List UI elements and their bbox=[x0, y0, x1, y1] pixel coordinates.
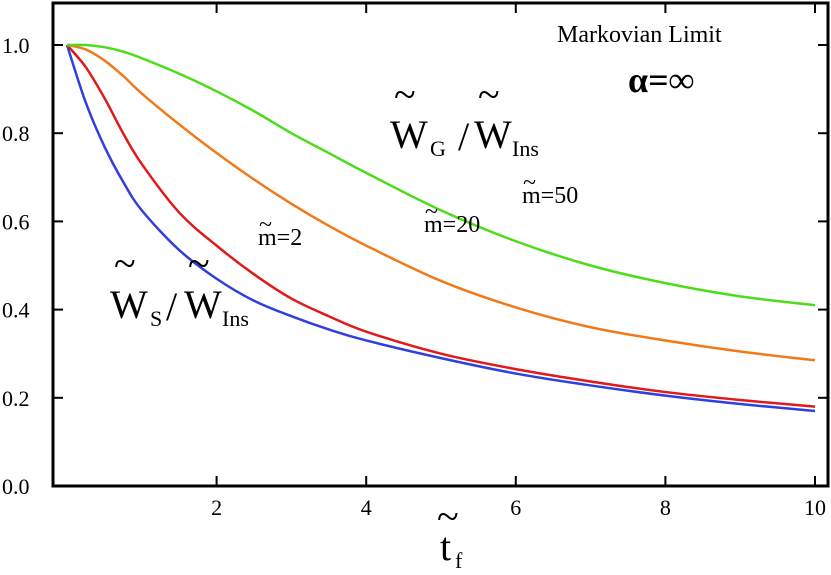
ratio-g-slash: / bbox=[458, 114, 470, 159]
series-line bbox=[66, 43, 816, 307]
y-tick-label: 0.4 bbox=[2, 298, 30, 323]
series-line bbox=[65, 44, 816, 413]
alpha-label: α=∞ bbox=[628, 60, 694, 100]
curve-label-m2: m=2 bbox=[258, 225, 302, 251]
ratio-g-den-sub: Ins bbox=[512, 136, 539, 161]
y-tick-label: 1.0 bbox=[2, 33, 30, 58]
chart-title: Markovian Limit bbox=[557, 22, 722, 48]
y-axis: 0.0 0.2 0.4 0.6 0.8 1.0 bbox=[2, 33, 828, 499]
ratio-g-tilde-1: ~ bbox=[394, 72, 416, 117]
x-axis-label: ~ t f bbox=[437, 494, 463, 573]
x-tick-label: 4 bbox=[361, 495, 372, 520]
x-tick-label: 6 bbox=[510, 495, 521, 520]
x-tick-label: 8 bbox=[660, 495, 671, 520]
curve-label-m20: m=20 bbox=[424, 212, 480, 238]
y-tick-label: 0.2 bbox=[2, 386, 30, 411]
ratio-g-tilde-2: ~ bbox=[478, 72, 500, 117]
ratio-g-num-sub: G bbox=[430, 136, 446, 161]
ratio-g-den: W bbox=[474, 112, 512, 157]
x-axis-label-tilde: ~ bbox=[437, 494, 459, 539]
ratio-label-s: ~ W S / ~ W Ins bbox=[110, 241, 249, 331]
curve-label-m2-tilde: ~ bbox=[259, 212, 272, 238]
series-line bbox=[66, 44, 816, 408]
ratio-s-tilde-2: ~ bbox=[188, 241, 210, 286]
ratio-g-num: W bbox=[390, 112, 428, 157]
series-group bbox=[65, 43, 816, 413]
ratio-label-g: ~ W G / ~ W Ins bbox=[390, 72, 539, 161]
x-axis-label-base: t bbox=[440, 524, 451, 569]
curve-label-m20-tilde: ~ bbox=[425, 199, 438, 225]
ratio-s-den: W bbox=[184, 282, 222, 327]
ratio-s-slash: / bbox=[166, 284, 178, 329]
plot-frame bbox=[51, 1, 830, 488]
ratio-s-tilde-1: ~ bbox=[114, 241, 136, 286]
x-tick-label: 10 bbox=[804, 495, 826, 520]
y-tick-label: 0.8 bbox=[2, 121, 30, 146]
y-tick-label: 0.6 bbox=[2, 209, 30, 234]
x-tick-label: 2 bbox=[211, 495, 222, 520]
curve-label-m50-tilde: ~ bbox=[523, 170, 536, 196]
curve-label-m50: m=50 bbox=[522, 183, 578, 209]
x-axis: 2 4 6 8 10 bbox=[211, 3, 826, 520]
series-line bbox=[66, 43, 816, 362]
x-axis-label-sub: f bbox=[455, 548, 463, 573]
ratio-s-num-sub: S bbox=[150, 306, 162, 331]
y-tick-label: 0.0 bbox=[2, 474, 30, 499]
ratio-s-den-sub: Ins bbox=[222, 306, 249, 331]
ratio-s-num: W bbox=[110, 282, 148, 327]
